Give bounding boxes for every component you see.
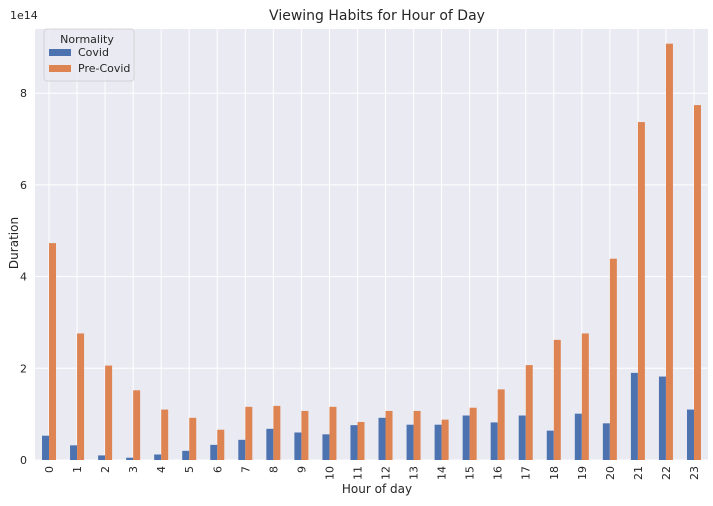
y-tick-label: 0: [20, 454, 27, 467]
x-tick-label: 8: [267, 466, 280, 473]
bar-covid-hour-23: [686, 409, 694, 460]
bars: [42, 43, 701, 461]
plot-area: [35, 29, 708, 460]
x-tick-label: 3: [127, 466, 140, 473]
x-tick-label: 5: [183, 466, 196, 473]
bar-covid-hour-15: [462, 415, 470, 460]
chart-title: Viewing Habits for Hour of Day: [269, 8, 485, 24]
bar-pre-covid-hour-4: [161, 409, 169, 460]
bar-pre-covid-hour-16: [497, 389, 505, 460]
bar-pre-covid-hour-2: [105, 365, 113, 460]
bar-covid-hour-21: [630, 372, 638, 460]
bar-pre-covid-hour-0: [49, 243, 57, 460]
bar-covid-hour-22: [658, 376, 666, 460]
bar-covid-hour-16: [490, 422, 498, 460]
bar-covid-hour-11: [350, 425, 358, 460]
x-tick-label: 17: [520, 466, 533, 480]
bar-covid-hour-6: [210, 444, 218, 460]
bar-covid-hour-13: [406, 424, 414, 460]
y-tick-label: 8: [20, 87, 27, 100]
legend-label-covid: Covid: [78, 46, 109, 59]
legend: Normality Covid Pre-Covid: [43, 28, 135, 82]
x-tick-label: 7: [239, 466, 252, 473]
x-tick-label: 2: [99, 466, 112, 473]
x-tick-label: 6: [211, 466, 224, 473]
y-axis-offset-label: 1e14: [10, 9, 38, 22]
x-tick-label: 1: [71, 466, 84, 473]
bar-pre-covid-hour-21: [637, 122, 645, 460]
x-tick-label: 23: [688, 466, 701, 480]
legend-title: Normality: [60, 33, 114, 46]
bar-pre-covid-hour-3: [133, 390, 141, 460]
x-tick-label: 16: [492, 466, 505, 480]
bar-pre-covid-hour-1: [77, 333, 85, 460]
bar-pre-covid-hour-8: [273, 405, 281, 460]
y-tick-label: 2: [20, 362, 27, 375]
bar-covid-hour-14: [434, 424, 442, 460]
bar-covid-hour-2: [98, 455, 106, 460]
bar-pre-covid-hour-20: [609, 258, 617, 460]
bar-pre-covid-hour-14: [441, 419, 449, 460]
bar-pre-covid-hour-12: [385, 410, 393, 460]
bar-pre-covid-hour-15: [469, 407, 477, 460]
legend-swatch-pre-covid: [49, 65, 71, 72]
bar-covid-hour-19: [574, 413, 582, 460]
bar-pre-covid-hour-5: [189, 417, 197, 460]
bar-pre-covid-hour-10: [329, 406, 337, 460]
bar-covid-hour-4: [154, 454, 162, 460]
x-tick-label: 21: [632, 466, 645, 480]
y-tick-labels: 0 2 4 6 8: [20, 87, 27, 467]
bar-covid-hour-12: [378, 417, 386, 460]
bar-covid-hour-10: [322, 434, 330, 460]
bar-covid-hour-1: [70, 445, 78, 460]
x-tick-label: 11: [351, 466, 364, 480]
x-tick-label: 4: [155, 466, 168, 473]
bar-covid-hour-3: [126, 457, 134, 460]
x-tick-label: 9: [295, 466, 308, 473]
bar-pre-covid-hour-18: [553, 339, 561, 460]
x-tick-label: 20: [604, 466, 617, 480]
bar-covid-hour-17: [518, 415, 526, 460]
bar-pre-covid-hour-11: [357, 421, 365, 460]
bar-covid-hour-5: [182, 450, 190, 460]
bar-pre-covid-hour-6: [217, 429, 225, 460]
y-axis-label: Duration: [7, 217, 21, 269]
x-tick-labels: 0 1 2 3 4 5 6 7 8 9 10 11 12 13 14 15 16 17 18 19 20 21 22 23: [43, 466, 701, 480]
legend-label-pre-covid: Pre-Covid: [78, 62, 130, 75]
x-tick-label: 15: [464, 466, 477, 480]
bar-pre-covid-hour-13: [413, 410, 421, 460]
bar-covid-hour-0: [42, 435, 50, 460]
x-tick-label: 19: [576, 466, 589, 480]
x-tick-label: 13: [408, 466, 421, 480]
bar-pre-covid-hour-7: [245, 406, 253, 460]
bar-covid-hour-9: [294, 432, 302, 460]
legend-swatch-covid: [49, 49, 71, 56]
bar-covid-hour-7: [238, 439, 246, 460]
bar-pre-covid-hour-23: [693, 105, 701, 460]
x-tick-label: 0: [43, 466, 56, 473]
bar-pre-covid-hour-19: [581, 333, 589, 460]
y-tick-label: 4: [20, 271, 27, 284]
x-tick-label: 14: [436, 466, 449, 480]
y-tick-label: 6: [20, 179, 27, 192]
x-tick-label: 10: [323, 466, 336, 480]
bar-covid-hour-8: [266, 428, 274, 460]
x-tick-label: 18: [548, 466, 561, 480]
bar-covid-hour-20: [602, 423, 610, 460]
bar-pre-covid-hour-9: [301, 410, 309, 460]
bar-pre-covid-hour-17: [525, 365, 533, 460]
bar-covid-hour-18: [546, 430, 554, 460]
x-axis-label: Hour of day: [342, 482, 412, 496]
bar-pre-covid-hour-22: [665, 43, 673, 461]
x-tick-label: 22: [660, 466, 673, 480]
x-tick-label: 12: [380, 466, 393, 480]
